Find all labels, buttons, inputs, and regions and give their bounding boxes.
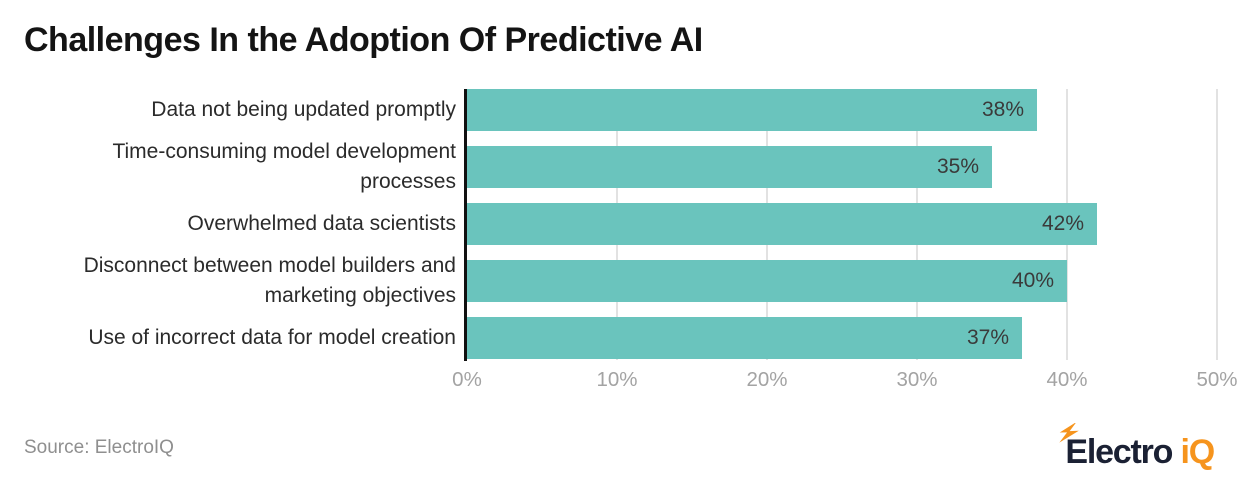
bar-value-label: 40%: [1011, 269, 1054, 292]
bar-value-label: 35%: [936, 155, 979, 178]
category-label: Data not being updated promptly: [151, 98, 456, 121]
bar: 40%: [467, 260, 1067, 302]
bar: 35%: [467, 146, 992, 188]
lightning-bolt-icon: [1059, 423, 1080, 443]
bar-row: Data not being updated promptly 38%: [0, 89, 1240, 131]
bar-value-label: 42%: [1041, 212, 1084, 235]
bar-row: Overwhelmed data scientists 42%: [0, 203, 1240, 245]
chart-title: Challenges In the Adoption Of Predictive…: [24, 21, 703, 59]
category-label: Use of incorrect data for model creation: [88, 326, 456, 349]
x-axis-tick: 40%: [1046, 368, 1088, 391]
x-axis-tick: 0%: [452, 368, 482, 391]
logo-text-electro: Electro: [1059, 423, 1180, 471]
plot-area: Data not being updated promptly 38% Time-c…: [0, 89, 1240, 361]
x-axis-tick: 20%: [746, 368, 788, 391]
brand-logo: Electro iQ: [1059, 423, 1216, 472]
gridline: [1216, 89, 1218, 360]
bar-row: Use of incorrect data for model creation…: [0, 317, 1240, 359]
logo-part1: Electro: [1065, 433, 1173, 471]
x-axis-tick: 10%: [596, 368, 638, 391]
x-axis-tick: 30%: [896, 368, 938, 391]
category-label: Overwhelmed data scientists: [187, 212, 456, 235]
bar: 38%: [467, 89, 1037, 131]
x-axis-ticks: 0% 10% 20% 30% 40% 50%: [0, 368, 1240, 394]
bar-value-label: 38%: [981, 98, 1024, 121]
y-axis-line: [464, 89, 467, 361]
source-text: Source: ElectroIQ: [24, 437, 174, 458]
bar: 42%: [467, 203, 1097, 245]
bar: 37%: [467, 317, 1022, 359]
bar-row: Time-consuming model development process…: [0, 140, 1240, 193]
category-label: Disconnect between model builders and ma…: [83, 254, 456, 307]
x-axis-tick: 50%: [1196, 368, 1238, 391]
bar-row: Disconnect between model builders and ma…: [0, 254, 1240, 307]
category-label: Time-consuming model development process…: [112, 140, 456, 193]
bar-value-label: 37%: [966, 326, 1009, 349]
logo-part2: iQ: [1180, 433, 1216, 471]
